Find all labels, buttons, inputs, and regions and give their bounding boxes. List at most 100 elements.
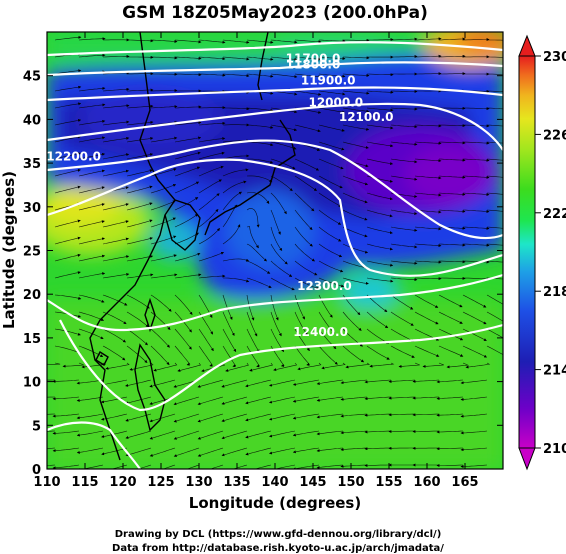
streamline [292,464,320,469]
streamline [78,272,106,279]
contour-label: 12200.0 [46,149,101,163]
streamline [294,73,322,79]
streamline [294,345,310,366]
streamline [126,88,154,92]
streamline [246,260,271,274]
streamline [47,430,56,432]
streamline [102,71,130,75]
streamline [316,447,344,453]
streamline [438,328,464,341]
streamline [150,200,176,211]
streamline [340,447,368,452]
streamline [153,362,178,372]
streamline [101,413,128,421]
streamline [54,168,81,177]
streamline [54,85,82,92]
streamline [366,124,394,130]
streamline [246,56,274,61]
streamline [414,158,442,163]
streamline [369,362,395,368]
streamline [340,430,368,435]
streamline [246,192,270,204]
streamline [390,260,418,265]
streamline [269,430,296,438]
streamline [102,54,130,58]
streamline [150,235,177,245]
streamline [150,294,172,312]
streamline [270,294,279,321]
streamline [270,39,298,44]
streamline [438,345,464,357]
streamline [174,328,192,350]
streamline [174,197,199,211]
streamline [390,243,418,249]
streamline [150,345,170,366]
streamline [62,362,84,368]
streamline [364,396,392,401]
streamline [390,294,414,310]
streamline [270,141,297,150]
streamline [198,73,226,77]
streamline [436,379,464,384]
streamline [390,311,414,326]
streamline [414,345,440,357]
streamline [486,158,503,161]
streamline [126,202,153,211]
streamline [436,413,464,417]
x-tick-label: 155 [375,475,402,490]
streamline [270,124,298,132]
streamline [52,430,80,435]
streamline [414,260,442,264]
streamline [462,209,490,214]
streamline [364,430,392,434]
y-tick-label: 25 [23,245,41,260]
streamline [269,396,296,404]
streamline [342,243,369,254]
streamline [125,379,152,387]
streamline [197,379,224,388]
streamline [246,124,274,129]
streamline [270,73,298,79]
y-tick-label: 35 [23,157,41,172]
streamline [245,396,272,405]
contour-label: 12400.0 [293,325,348,339]
streamline [198,56,226,61]
temperature-field [47,32,503,469]
streamline [186,464,200,469]
streamline [173,396,200,406]
streamline [81,362,107,369]
streamline [105,362,130,370]
streamline [76,396,104,402]
streamline [463,107,490,111]
streamline [78,203,105,211]
streamline [340,464,368,468]
streamline [318,90,346,96]
wind-streamlines [47,35,503,469]
streamline [316,396,344,402]
streamline [462,38,490,41]
contour-label: 12100.0 [339,110,394,124]
streamline [388,430,415,434]
streamline [254,464,272,469]
streamline [318,73,346,78]
streamline [486,260,503,263]
streamline [366,107,394,112]
streamline [126,219,153,228]
streamline [78,86,106,92]
streamline [150,273,178,279]
streamline [366,73,394,77]
colorbar-tick-label: 210 [543,442,566,457]
streamline [367,38,394,42]
streamline [78,311,105,321]
streamline [462,158,490,162]
streamline [390,37,418,41]
streamline [342,192,368,204]
streamline [102,311,127,325]
streamline [52,413,80,418]
streamline [462,243,490,247]
streamline [126,345,148,364]
streamline [100,396,128,404]
streamline [366,175,393,183]
streamline [54,253,81,262]
